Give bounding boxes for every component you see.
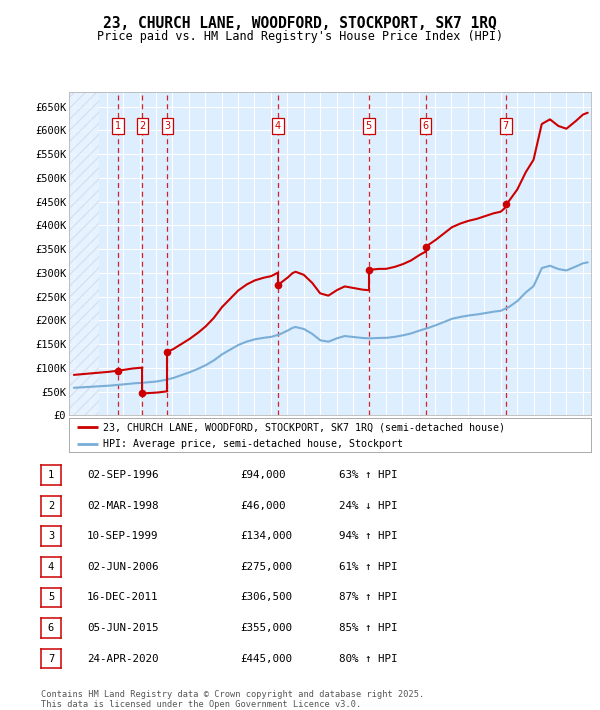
Text: £94,000: £94,000 xyxy=(240,470,286,481)
Text: 05-JUN-2015: 05-JUN-2015 xyxy=(87,623,158,633)
Text: HPI: Average price, semi-detached house, Stockport: HPI: Average price, semi-detached house,… xyxy=(103,439,403,449)
Text: 87% ↑ HPI: 87% ↑ HPI xyxy=(339,592,397,603)
Text: £306,500: £306,500 xyxy=(240,592,292,603)
Text: 7: 7 xyxy=(503,121,509,131)
Text: 94% ↑ HPI: 94% ↑ HPI xyxy=(339,531,397,542)
Text: £355,000: £355,000 xyxy=(240,623,292,633)
Text: Contains HM Land Registry data © Crown copyright and database right 2025.: Contains HM Land Registry data © Crown c… xyxy=(41,690,424,699)
Text: £46,000: £46,000 xyxy=(240,501,286,511)
Text: 02-SEP-1996: 02-SEP-1996 xyxy=(87,470,158,481)
Text: 1: 1 xyxy=(115,121,121,131)
Text: 23, CHURCH LANE, WOODFORD, STOCKPORT, SK7 1RQ (semi-detached house): 23, CHURCH LANE, WOODFORD, STOCKPORT, SK… xyxy=(103,422,505,432)
Text: 10-SEP-1999: 10-SEP-1999 xyxy=(87,531,158,542)
Text: 7: 7 xyxy=(48,653,54,664)
Text: 4: 4 xyxy=(275,121,281,131)
Text: Price paid vs. HM Land Registry's House Price Index (HPI): Price paid vs. HM Land Registry's House … xyxy=(97,30,503,43)
Text: 2: 2 xyxy=(139,121,146,131)
Text: 6: 6 xyxy=(422,121,428,131)
Text: 85% ↑ HPI: 85% ↑ HPI xyxy=(339,623,397,633)
Text: 2: 2 xyxy=(48,501,54,511)
Text: 24-APR-2020: 24-APR-2020 xyxy=(87,653,158,664)
Text: 16-DEC-2011: 16-DEC-2011 xyxy=(87,592,158,603)
Text: 23, CHURCH LANE, WOODFORD, STOCKPORT, SK7 1RQ: 23, CHURCH LANE, WOODFORD, STOCKPORT, SK… xyxy=(103,16,497,31)
Text: 1: 1 xyxy=(48,470,54,481)
Text: 5: 5 xyxy=(48,592,54,603)
Text: £275,000: £275,000 xyxy=(240,562,292,572)
Text: £445,000: £445,000 xyxy=(240,653,292,664)
Text: £134,000: £134,000 xyxy=(240,531,292,542)
Text: 02-JUN-2006: 02-JUN-2006 xyxy=(87,562,158,572)
Text: 80% ↑ HPI: 80% ↑ HPI xyxy=(339,653,397,664)
Text: 61% ↑ HPI: 61% ↑ HPI xyxy=(339,562,397,572)
Text: 02-MAR-1998: 02-MAR-1998 xyxy=(87,501,158,511)
Text: 4: 4 xyxy=(48,562,54,572)
Text: 24% ↓ HPI: 24% ↓ HPI xyxy=(339,501,397,511)
Text: 3: 3 xyxy=(164,121,170,131)
Text: This data is licensed under the Open Government Licence v3.0.: This data is licensed under the Open Gov… xyxy=(41,700,361,709)
Text: 6: 6 xyxy=(48,623,54,633)
Text: 3: 3 xyxy=(48,531,54,542)
Text: 63% ↑ HPI: 63% ↑ HPI xyxy=(339,470,397,481)
Text: 5: 5 xyxy=(365,121,372,131)
